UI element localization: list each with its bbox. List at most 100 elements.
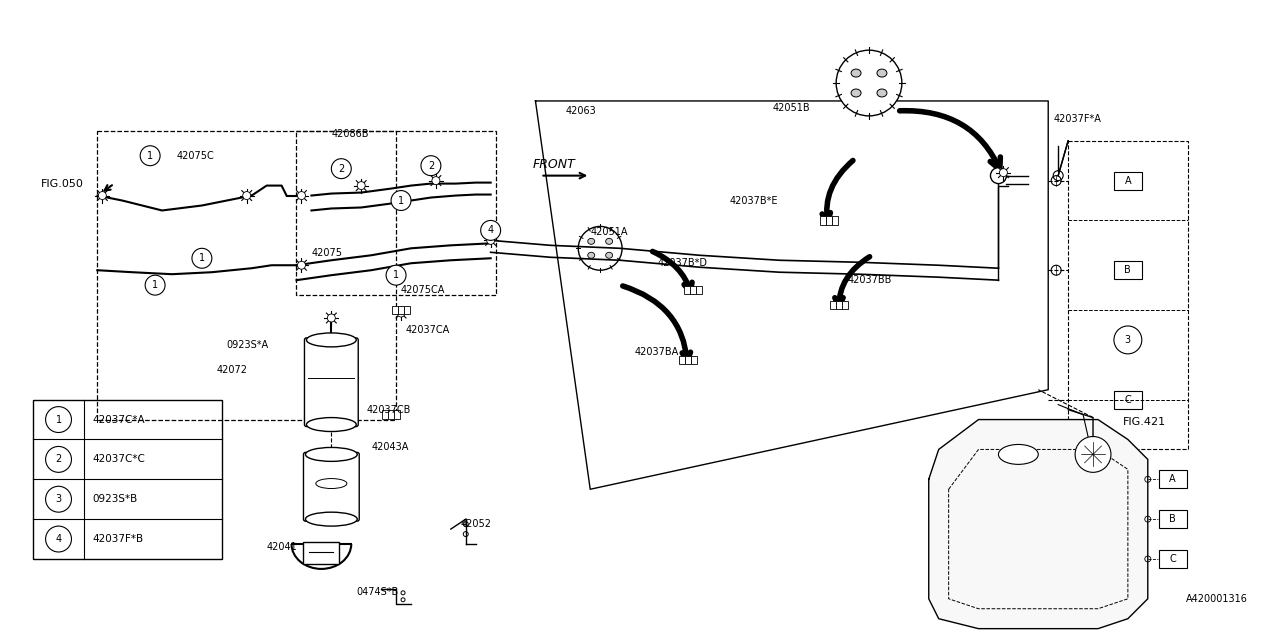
FancyBboxPatch shape (388, 410, 394, 419)
Text: FRONT: FRONT (532, 157, 575, 171)
Text: C: C (1125, 395, 1132, 404)
Text: 3: 3 (1125, 335, 1132, 345)
Ellipse shape (851, 69, 861, 77)
Ellipse shape (877, 69, 887, 77)
Text: 2: 2 (55, 454, 61, 465)
Text: B: B (1170, 514, 1176, 524)
Text: 42037B*D: 42037B*D (658, 259, 708, 268)
Circle shape (397, 309, 404, 317)
Circle shape (431, 177, 440, 184)
Ellipse shape (306, 417, 356, 431)
Ellipse shape (588, 238, 595, 244)
Text: 2: 2 (428, 161, 434, 171)
Ellipse shape (605, 252, 613, 259)
FancyBboxPatch shape (827, 216, 832, 225)
Text: 4: 4 (55, 534, 61, 544)
FancyBboxPatch shape (832, 216, 838, 225)
Circle shape (357, 182, 365, 189)
Text: 0474S*B: 0474S*B (356, 587, 398, 597)
Text: A420001316: A420001316 (1185, 594, 1247, 604)
Circle shape (836, 50, 902, 116)
FancyBboxPatch shape (690, 286, 695, 294)
Circle shape (392, 191, 411, 211)
Circle shape (392, 274, 401, 282)
Circle shape (1075, 436, 1111, 472)
FancyBboxPatch shape (678, 356, 685, 364)
FancyBboxPatch shape (392, 306, 398, 314)
Text: 0923S*B: 0923S*B (92, 494, 138, 504)
Text: 1: 1 (398, 196, 404, 205)
Text: 42063: 42063 (566, 106, 596, 116)
Circle shape (46, 406, 72, 433)
Text: 3: 3 (55, 494, 61, 504)
Circle shape (297, 191, 306, 200)
Ellipse shape (306, 512, 357, 526)
Text: 42041: 42041 (266, 542, 297, 552)
Ellipse shape (851, 89, 861, 97)
Text: 42075C: 42075C (177, 150, 215, 161)
Text: 42086B: 42086B (332, 129, 369, 139)
Text: 42037F*B: 42037F*B (92, 534, 143, 544)
Circle shape (243, 191, 251, 200)
Circle shape (1000, 169, 1007, 177)
Text: A: A (1125, 175, 1132, 186)
Circle shape (486, 236, 494, 244)
FancyBboxPatch shape (696, 286, 701, 294)
Text: 2: 2 (338, 164, 344, 173)
Circle shape (141, 146, 160, 166)
Text: 4: 4 (488, 225, 494, 236)
Text: 0923S*A: 0923S*A (227, 340, 269, 350)
FancyBboxPatch shape (684, 286, 690, 294)
FancyBboxPatch shape (691, 356, 696, 364)
Circle shape (991, 168, 1006, 184)
FancyBboxPatch shape (303, 542, 339, 564)
Circle shape (481, 220, 500, 241)
Text: 1: 1 (147, 150, 154, 161)
Text: 1: 1 (198, 253, 205, 263)
Circle shape (1114, 326, 1142, 354)
Text: 42075: 42075 (311, 248, 343, 259)
Text: 42052: 42052 (461, 519, 492, 529)
Text: 42037C*C: 42037C*C (92, 454, 145, 465)
Circle shape (297, 261, 306, 269)
Circle shape (421, 156, 440, 175)
Circle shape (192, 248, 212, 268)
FancyBboxPatch shape (404, 306, 410, 314)
Text: FIG.050: FIG.050 (41, 179, 83, 189)
FancyBboxPatch shape (842, 301, 847, 309)
Text: 1: 1 (152, 280, 159, 290)
Text: 42037BB: 42037BB (847, 275, 891, 285)
FancyBboxPatch shape (685, 356, 691, 364)
Circle shape (328, 314, 335, 322)
Text: 42037BA: 42037BA (635, 347, 680, 357)
Ellipse shape (588, 252, 595, 259)
Text: B: B (1125, 265, 1132, 275)
Circle shape (145, 275, 165, 295)
Text: 42051B: 42051B (772, 103, 810, 113)
Text: FIG.421: FIG.421 (1123, 417, 1166, 426)
Text: 42037CA: 42037CA (406, 325, 451, 335)
Text: 42043A: 42043A (371, 442, 408, 452)
Circle shape (99, 191, 106, 200)
Text: 42037F*A: 42037F*A (1053, 114, 1101, 124)
FancyBboxPatch shape (394, 410, 399, 419)
Ellipse shape (998, 444, 1038, 465)
Text: 42051A: 42051A (590, 227, 627, 237)
Text: 42037C*A: 42037C*A (92, 415, 145, 424)
Text: 1: 1 (55, 415, 61, 424)
Circle shape (387, 265, 406, 285)
Text: 42037B*E: 42037B*E (730, 196, 778, 205)
Ellipse shape (306, 447, 357, 461)
Text: 42072: 42072 (216, 365, 248, 375)
Ellipse shape (877, 89, 887, 97)
FancyBboxPatch shape (305, 338, 358, 426)
Text: 42037CB: 42037CB (366, 404, 411, 415)
FancyBboxPatch shape (820, 216, 826, 225)
Circle shape (46, 486, 72, 512)
Text: 1: 1 (393, 270, 399, 280)
Text: A: A (1170, 474, 1176, 484)
Text: 42075CA: 42075CA (401, 285, 445, 295)
Ellipse shape (605, 238, 613, 244)
Circle shape (46, 526, 72, 552)
Circle shape (332, 159, 351, 179)
